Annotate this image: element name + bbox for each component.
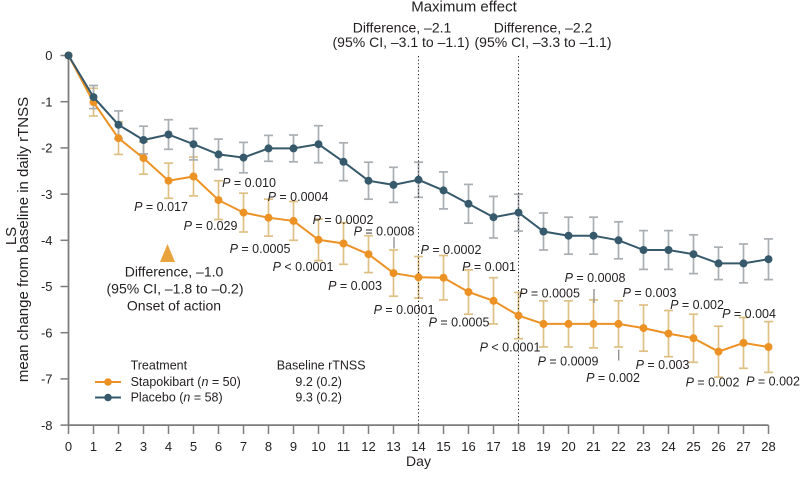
svg-text:P < 0.0001: P < 0.0001: [480, 341, 541, 355]
svg-text:0: 0: [65, 439, 72, 454]
svg-text:(95% CI, –3.1 to –1.1): (95% CI, –3.1 to –1.1): [333, 34, 470, 50]
svg-text:-8: -8: [41, 418, 53, 433]
svg-text:Onset of action: Onset of action: [127, 297, 221, 313]
svg-text:LS: LS: [3, 227, 20, 245]
svg-text:5: 5: [190, 439, 197, 454]
svg-text:P = 0.001: P = 0.001: [462, 260, 516, 274]
svg-text:P = 0.004: P = 0.004: [722, 307, 776, 321]
svg-text:8: 8: [265, 439, 272, 454]
svg-text:0: 0: [45, 48, 52, 63]
svg-text:27: 27: [736, 439, 750, 454]
svg-text:17: 17: [486, 439, 500, 454]
svg-text:4: 4: [165, 439, 172, 454]
svg-text:(95% CI, –1.8 to –0.2): (95% CI, –1.8 to –0.2): [107, 280, 244, 296]
svg-text:-5: -5: [41, 279, 53, 294]
svg-text:P = 0.002: P = 0.002: [686, 376, 740, 390]
svg-text:P = 0.010: P = 0.010: [222, 176, 276, 190]
svg-text:(95% CI, –3.3 to –1.1): (95% CI, –3.3 to –1.1): [475, 34, 612, 50]
svg-text:3: 3: [140, 439, 147, 454]
svg-text:P = 0.0001: P = 0.0001: [374, 303, 435, 317]
svg-text:P = 0.003: P = 0.003: [623, 286, 677, 300]
svg-text:P = 0.0009: P = 0.0009: [538, 355, 599, 369]
svg-text:9.3 (0.2): 9.3 (0.2): [295, 390, 342, 404]
svg-text:-3: -3: [41, 187, 53, 202]
svg-text:12: 12: [361, 439, 375, 454]
svg-text:19: 19: [536, 439, 550, 454]
svg-text:-7: -7: [41, 372, 53, 387]
svg-text:Treatment: Treatment: [131, 359, 188, 373]
svg-text:24: 24: [661, 439, 675, 454]
svg-text:P = 0.0005: P = 0.0005: [429, 316, 490, 330]
svg-text:21: 21: [586, 439, 600, 454]
svg-text:28: 28: [761, 439, 775, 454]
svg-text:Difference, –1.0: Difference, –1.0: [125, 263, 224, 279]
svg-text:Stapokibart (n = 50): Stapokibart (n = 50): [131, 375, 241, 389]
svg-text:1: 1: [90, 439, 97, 454]
svg-text:16: 16: [461, 439, 475, 454]
svg-text:P < 0.0001: P < 0.0001: [273, 260, 334, 274]
svg-text:P = 0.0005: P = 0.0005: [519, 287, 580, 301]
svg-text:6: 6: [215, 439, 222, 454]
svg-text:P = 0.002: P = 0.002: [746, 375, 800, 389]
svg-text:P = 0.002: P = 0.002: [670, 298, 724, 312]
svg-text:Baseline rTNSS: Baseline rTNSS: [277, 359, 366, 373]
svg-text:11: 11: [337, 439, 351, 454]
svg-text:Difference, –2.2: Difference, –2.2: [494, 19, 593, 35]
svg-text:18: 18: [511, 439, 525, 454]
svg-text:P = 0.017: P = 0.017: [134, 200, 188, 214]
svg-text:P = 0.029: P = 0.029: [184, 219, 238, 233]
svg-text:10: 10: [311, 439, 325, 454]
svg-text:9.2 (0.2): 9.2 (0.2): [295, 375, 342, 389]
svg-text:-2: -2: [41, 141, 53, 156]
svg-text:mean change from baseline in d: mean change from baseline in daily rTNSS: [15, 97, 32, 382]
svg-text:14: 14: [411, 439, 425, 454]
svg-text:26: 26: [711, 439, 725, 454]
svg-text:Placebo (n = 58): Placebo (n = 58): [131, 390, 223, 404]
svg-text:P = 0.0008: P = 0.0008: [354, 225, 415, 239]
svg-text:-6: -6: [41, 325, 53, 340]
svg-text:P = 0.0008: P = 0.0008: [565, 271, 626, 285]
svg-text:-1: -1: [41, 94, 53, 109]
svg-text:P = 0.0002: P = 0.0002: [421, 243, 482, 257]
svg-text:13: 13: [386, 439, 400, 454]
svg-text:P = 0.0004: P = 0.0004: [268, 190, 329, 204]
svg-text:Maximum effect: Maximum effect: [411, 0, 517, 16]
svg-text:P = 0.002: P = 0.002: [586, 371, 640, 385]
svg-text:P = 0.0002: P = 0.0002: [313, 213, 374, 227]
svg-text:9: 9: [290, 439, 297, 454]
svg-text:25: 25: [686, 439, 700, 454]
svg-text:7: 7: [240, 439, 247, 454]
svg-text:Day: Day: [406, 453, 431, 469]
svg-text:23: 23: [636, 439, 650, 454]
svg-text:P = 0.003: P = 0.003: [636, 358, 690, 372]
svg-text:15: 15: [436, 439, 450, 454]
svg-text:22: 22: [611, 439, 625, 454]
svg-text:P = 0.003: P = 0.003: [328, 279, 382, 293]
svg-text:-4: -4: [41, 233, 53, 248]
svg-text:2: 2: [115, 439, 122, 454]
svg-text:20: 20: [561, 439, 575, 454]
svg-text:P = 0.0005: P = 0.0005: [230, 242, 291, 256]
svg-text:Difference, –2.1: Difference, –2.1: [353, 19, 452, 35]
